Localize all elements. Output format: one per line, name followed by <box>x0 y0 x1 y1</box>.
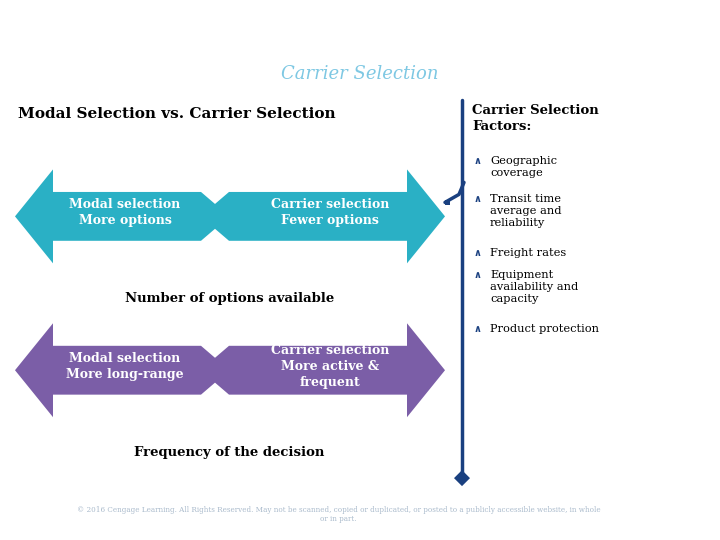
Text: Carrier selection
More active &
frequent: Carrier selection More active & frequent <box>271 344 390 389</box>
Text: Equipment
availability and
capacity: Equipment availability and capacity <box>490 271 578 305</box>
Polygon shape <box>15 323 445 417</box>
Text: ∧: ∧ <box>474 194 482 204</box>
Text: Transit time
average and
reliability: Transit time average and reliability <box>490 194 562 228</box>
Polygon shape <box>454 470 470 486</box>
Text: ∧: ∧ <box>474 248 482 258</box>
Text: Carrier selection
Fewer options: Carrier selection Fewer options <box>271 198 390 227</box>
Text: ∧: ∧ <box>474 271 482 280</box>
Text: Transportation Planning and Strategy: Transportation Planning and Strategy <box>50 16 670 45</box>
Text: Geographic
coverage: Geographic coverage <box>490 157 557 179</box>
Text: Carrier Selection
Factors:: Carrier Selection Factors: <box>472 105 599 133</box>
Text: ∧: ∧ <box>474 157 482 165</box>
Text: © 2016 Cengage Learning. All Rights Reserved. May not be scanned, copied or dupl: © 2016 Cengage Learning. All Rights Rese… <box>76 506 600 523</box>
Text: Modal Selection vs. Carrier Selection: Modal Selection vs. Carrier Selection <box>18 106 336 120</box>
Text: Product protection: Product protection <box>490 325 599 334</box>
Text: Frequency of the decision: Frequency of the decision <box>134 446 325 458</box>
Text: Freight rates: Freight rates <box>490 248 566 259</box>
Text: ∧: ∧ <box>474 325 482 334</box>
Text: Modal selection
More long-range: Modal selection More long-range <box>66 352 184 381</box>
Text: Modal selection
More options: Modal selection More options <box>69 198 181 227</box>
Text: Number of options available: Number of options available <box>125 292 334 305</box>
Text: Carrier Selection: Carrier Selection <box>282 65 438 83</box>
Bar <box>444 200 449 205</box>
Polygon shape <box>15 170 445 264</box>
Text: 32: 32 <box>678 508 702 526</box>
